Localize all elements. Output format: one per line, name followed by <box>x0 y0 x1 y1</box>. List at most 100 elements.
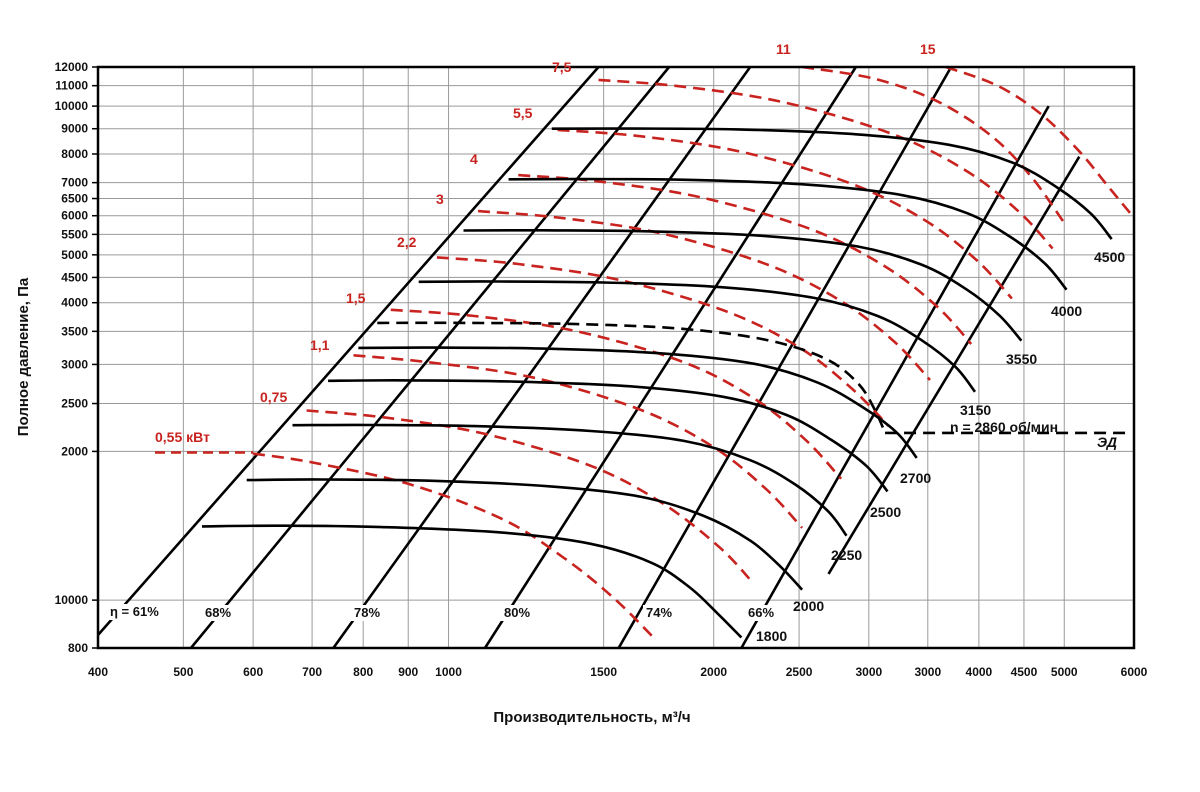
speed-curve-label: 4000 <box>1051 303 1082 319</box>
y-tick-label: 3500 <box>61 324 88 338</box>
plot-frame <box>96 65 1136 650</box>
efficiency-label: 68% <box>205 605 231 620</box>
y-tick-label: 3000 <box>61 357 88 371</box>
power-curve-label: 1,5 <box>346 290 366 306</box>
efficiency-ray <box>483 66 857 649</box>
y-tick-label: 5500 <box>61 227 88 241</box>
grid <box>97 66 1135 649</box>
power-curve <box>436 256 890 428</box>
x-tick-label: 3000 <box>914 665 941 679</box>
power-curve-label: 0,55 кВт <box>155 429 210 445</box>
speed-curve-label: 2000 <box>793 598 824 614</box>
x-tick-label: 3000 <box>855 665 882 679</box>
power-curve <box>252 452 657 642</box>
motor-curve-label: n = 2860 об/мин <box>950 419 1058 435</box>
x-tick-label: 400 <box>88 665 108 679</box>
ed-label: ЭД <box>1097 434 1117 450</box>
x-tick-label: 1000 <box>435 665 462 679</box>
speed-curve <box>292 423 848 537</box>
efficiency-rays <box>97 66 1081 649</box>
efficiency-ray <box>189 66 671 649</box>
x-tick-label: 4500 <box>1011 665 1038 679</box>
power-curve <box>557 128 1013 300</box>
efficiency-label: 80% <box>504 605 530 620</box>
speed-curve-label: 2700 <box>900 470 931 486</box>
efficiency-label-bg <box>202 605 232 621</box>
power-curve <box>945 65 1132 215</box>
y-tick-label: 10000 <box>55 593 89 607</box>
efficiency-label: 78% <box>354 605 380 620</box>
y-tick-label: 4500 <box>61 270 88 284</box>
y-tick-label: 2500 <box>61 397 88 411</box>
y-tick-label: 12000 <box>55 60 89 74</box>
power-curve <box>353 354 804 529</box>
y-tick-label: 800 <box>68 641 88 655</box>
y-tick-label: 10000 <box>55 99 89 113</box>
tick-labels: 400 500 600 700 800 900 1000 1500 2000 2500 3000 30… <box>55 60 1148 679</box>
y-tick-label: 4000 <box>61 296 88 310</box>
speed-curve-label: 3150 <box>960 402 991 418</box>
power-curve-label: 11 <box>776 41 791 57</box>
x-axis-label: Производительность, м³/ч <box>493 709 690 726</box>
power-curve-label: 1,1 <box>310 337 330 353</box>
power-curve-label: 2,2 <box>397 234 417 250</box>
speed-curve <box>551 127 1113 240</box>
y-axis-label: Полное давление, Па <box>15 277 32 436</box>
speed-curve <box>508 177 1068 291</box>
power-curve <box>598 78 1054 250</box>
speed-curve <box>418 280 977 393</box>
x-tick-label: 6000 <box>1121 665 1148 679</box>
speed-curve <box>246 478 804 591</box>
speed-curve-label: 4500 <box>1094 249 1125 265</box>
x-tick-label: 600 <box>243 665 263 679</box>
x-tick-label: 900 <box>398 665 418 679</box>
efficiency-label-bg <box>643 605 673 621</box>
power-curves <box>155 65 1132 642</box>
power-curve-label: 5,5 <box>513 105 533 121</box>
power-curve-label: 4 <box>470 151 478 167</box>
speed-curve-label: 3550 <box>1006 351 1037 367</box>
speed-curve <box>358 346 918 459</box>
efficiency-label-bg <box>501 605 531 621</box>
y-tick-label: 7000 <box>61 176 88 190</box>
power-curve-label: 0,75 <box>260 389 287 405</box>
efficiency-label-bg <box>351 605 381 621</box>
speed-curve <box>328 379 889 493</box>
power-curve <box>518 173 973 345</box>
x-tick-label: 4000 <box>966 665 993 679</box>
x-tick-label: 2000 <box>700 665 727 679</box>
y-tick-label: 5000 <box>61 248 88 262</box>
efficiency-label: 74% <box>646 605 672 620</box>
speed-curve <box>201 524 743 639</box>
efficiency-label: 66% <box>748 605 774 620</box>
speed-curve <box>463 228 1023 342</box>
speed-curves <box>201 127 1113 639</box>
power-curve-label: 7,5 <box>552 59 572 75</box>
y-tick-label: 11000 <box>55 79 88 93</box>
x-tick-label: 800 <box>353 665 373 679</box>
efficiency-ray <box>332 66 752 649</box>
power-curve-label: 3 <box>436 191 444 207</box>
y-tick-label: 6000 <box>61 209 88 223</box>
power-curve <box>390 308 843 480</box>
power-curve <box>801 65 1066 224</box>
power-curve <box>306 409 755 585</box>
x-tick-label: 500 <box>173 665 193 679</box>
x-tick-label: 1500 <box>590 665 617 679</box>
power-curve-label: 15 <box>920 41 936 57</box>
x-tick-label: 700 <box>302 665 322 679</box>
efficiency-ray <box>740 105 1050 649</box>
y-tick-label: 2000 <box>61 444 88 458</box>
x-tick-label: 2500 <box>786 665 813 679</box>
speed-curve-label: 1800 <box>756 628 787 644</box>
motor-curve <box>377 321 1131 435</box>
efficiency-label-bg <box>745 605 775 621</box>
efficiency-ray <box>617 66 953 649</box>
speed-curve-label: 2500 <box>870 504 901 520</box>
efficiency-label-bg <box>107 604 169 620</box>
y-tick-label: 9000 <box>61 122 88 136</box>
y-tick-label: 8000 <box>61 147 88 161</box>
x-tick-label: 5000 <box>1051 665 1078 679</box>
efficiency-label: η = 61% <box>110 604 159 619</box>
